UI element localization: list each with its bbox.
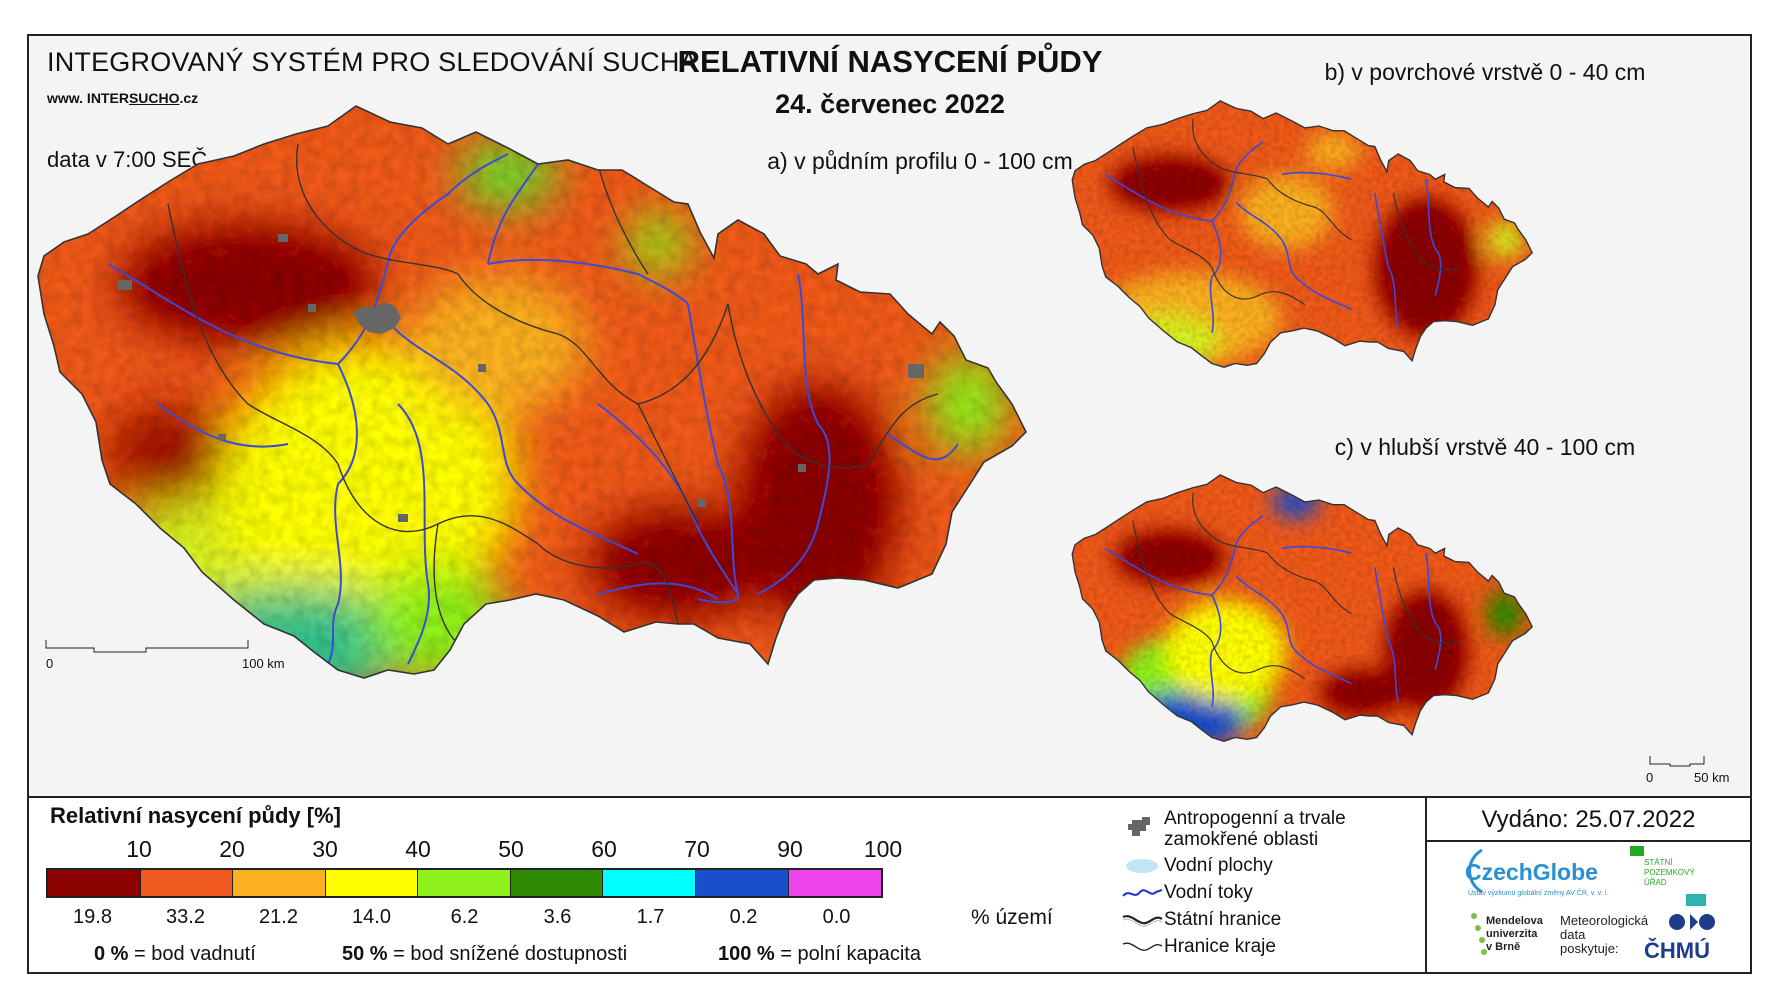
legend-tick-label: 90 — [777, 836, 803, 862]
legend-tick-label: 30 — [312, 836, 338, 862]
region-border-icon — [1122, 941, 1163, 951]
legend-class-percent: 19.8 — [73, 906, 112, 928]
map-b — [1071, 100, 1533, 368]
legend-class-swatch — [695, 870, 789, 896]
system-url[interactable]: www. INTERSUCHO.cz — [47, 90, 199, 106]
state-border-icon — [1122, 914, 1163, 927]
map-c-scalebar — [1649, 756, 1705, 767]
symbol-region-border: Hranice kraje — [1120, 933, 1430, 960]
def-field-capacity: 100 % = polní kapacita — [718, 943, 921, 965]
legend-class-swatch — [603, 870, 696, 896]
legend-class-swatch — [140, 870, 234, 896]
chmu-logo-icon — [1669, 914, 1715, 930]
legend-colorbar — [46, 868, 883, 898]
map-a-scale-start: 0 — [46, 656, 54, 671]
system-title: INTEGROVANÝ SYSTÉM PRO SLEDOVÁNÍ SUCHA — [47, 47, 698, 77]
issued-panel — [1425, 796, 1752, 974]
legend-class-percent: 1.7 — [636, 906, 665, 928]
legend-class-percent: 3.6 — [543, 906, 572, 928]
legend-percent-unit: % území — [971, 906, 1053, 929]
issued-date: Vydáno: 25.07.2022 — [1481, 806, 1696, 833]
legend-class-percent: 33.2 — [166, 906, 205, 928]
map-c-scale-start: 0 — [1646, 770, 1654, 785]
chmu-logo: ČHMÚ — [1644, 938, 1710, 963]
map-date: 24. červenec 2022 — [775, 89, 1005, 119]
map-a-scale-end: 100 km — [242, 656, 285, 671]
legend-class-swatch — [418, 870, 511, 896]
legend-class-percent: 6.2 — [450, 906, 479, 928]
legend-class-percent: 0.0 — [822, 906, 851, 928]
legend-tick-label: 20 — [219, 836, 245, 862]
legend-tick-label: 10 — [126, 836, 152, 862]
legend-tick-label: 40 — [405, 836, 431, 862]
map-b-subtitle: b) v povrchové vrstvě 0 - 40 cm — [1324, 59, 1646, 85]
spu-logo: STÁTNÍ POZEMKOVÝ ÚŘAD — [1644, 858, 1695, 887]
legend-class-percent: 14.0 — [352, 906, 391, 928]
legend-class-swatch — [325, 870, 419, 896]
map-c — [1071, 474, 1533, 742]
symbol-anthropogenic: Antropogenní a trvale zamokřené oblasti — [1120, 808, 1430, 852]
legend-tick-label: 50 — [498, 836, 524, 862]
legend-tick-label: 60 — [591, 836, 617, 862]
map-a-subtitle: a) v půdním profilu 0 - 100 cm — [767, 148, 1073, 174]
river-icon — [1122, 888, 1163, 897]
legend-class-swatch — [788, 870, 882, 896]
page-title: RELATIVNÍ NASYCENÍ PŮDY — [677, 44, 1103, 79]
legend-title: Relativní nasycení půdy [%] — [50, 803, 341, 828]
meteo-data-text: Meteorologická data poskytuje: — [1560, 913, 1649, 956]
map-c-scale-end: 50 km — [1694, 770, 1730, 785]
mendel-logo: Mendelova univerzita v Brně — [1486, 915, 1543, 953]
map-a-scalebar — [45, 640, 249, 653]
issued-divider — [1425, 840, 1752, 842]
map-c-subtitle: c) v hlubší vrstvě 40 - 100 cm — [1334, 434, 1636, 460]
czechglobe-subtitle: Ústav výzkumu globální změny AV ČR, v. v… — [1468, 890, 1609, 897]
symbol-legend: Antropogenní a trvale zamokřené oblasti V… — [1120, 808, 1430, 960]
legend-class-swatch — [233, 870, 326, 896]
symbol-rivers: Vodní toky — [1120, 879, 1430, 906]
data-time: data v 7:00 SEČ — [47, 147, 208, 172]
legend-class-percent: 21.2 — [259, 906, 298, 928]
symbol-water-bodies: Vodní plochy — [1120, 852, 1430, 879]
czechglobe-logo-icon — [1468, 848, 1483, 894]
legend-class-swatch — [510, 870, 604, 896]
legend-tick-label: 100 — [863, 836, 903, 862]
water-body-icon — [1126, 858, 1158, 873]
legend-tick-label: 70 — [684, 836, 710, 862]
map-a — [37, 105, 1027, 684]
mendel-dots-icon — [1471, 913, 1487, 955]
symbol-state-border: Státní hranice — [1120, 906, 1430, 933]
czechglobe-logo: CzechGlobe — [1465, 859, 1598, 885]
spu-accent-icon — [1686, 894, 1706, 906]
spu-logo-icon — [1630, 846, 1644, 856]
legend-class-swatch — [48, 870, 141, 896]
legend-class-percent: 0.2 — [729, 906, 758, 928]
def-reduced-availability: 50 % = bod snížené dostupnosti — [342, 943, 628, 965]
def-wilting-point: 0 % = bod vadnutí — [94, 943, 256, 965]
urban-area-icon — [1128, 817, 1150, 836]
